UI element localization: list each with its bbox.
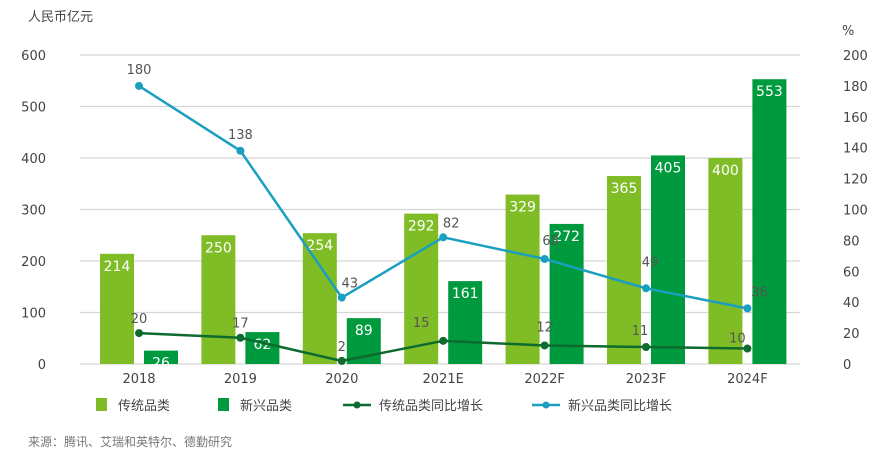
bar-traditional — [708, 158, 743, 364]
bar-emerging — [752, 79, 787, 364]
bar-emerging — [245, 332, 280, 364]
source-note: 来源：腾讯、艾瑞和英特尔、德勤研究 — [28, 434, 232, 449]
line-point — [642, 343, 650, 352]
bar-value-label: 292 — [408, 219, 435, 235]
line-value-label: 10 — [729, 332, 746, 347]
right-tick-label: 20 — [843, 327, 860, 342]
bar-traditional — [302, 233, 337, 364]
line-point — [337, 356, 346, 365]
line-point — [743, 304, 752, 313]
line-point — [439, 336, 448, 345]
line-value-label: 12 — [536, 320, 553, 335]
left-tick-label: 500 — [21, 101, 46, 116]
line-value-label: 17 — [232, 317, 249, 332]
bar-emerging — [448, 281, 483, 364]
bar-emerging — [549, 223, 584, 364]
line-value-label: 2 — [338, 340, 346, 355]
legend-label: 新兴品类 — [240, 398, 292, 414]
line-value-label: 138 — [228, 128, 253, 143]
x-tick-label: 2018 — [122, 372, 155, 387]
right-tick-label: 0 — [843, 358, 851, 373]
x-tick-label: 2022F — [524, 372, 565, 387]
right-tick-label: 200 — [843, 49, 868, 64]
bar-value-label: 214 — [104, 259, 131, 275]
bar-value-label: 89 — [355, 323, 373, 339]
line-point — [236, 333, 245, 342]
line-value-label: 11 — [632, 324, 649, 339]
line-point — [743, 344, 752, 353]
legend-label: 传统品类 — [118, 399, 170, 414]
bar-value-label: 329 — [509, 200, 536, 216]
right-tick-label: 140 — [843, 142, 868, 157]
line-value-label: 68 — [542, 234, 559, 249]
left-tick-label: 300 — [21, 204, 46, 219]
line-value-label: 49 — [642, 255, 659, 270]
right-tick-label: 160 — [843, 111, 868, 126]
line-point — [540, 254, 549, 263]
right-tick-label: 120 — [843, 173, 868, 188]
left-tick-label: 200 — [21, 255, 46, 270]
right-tick-label: 80 — [843, 234, 860, 249]
x-tick-label: 2020 — [325, 372, 358, 387]
left-axis-label: 人民币亿元 — [28, 10, 93, 25]
bar-traditional — [201, 235, 236, 364]
legend-swatch — [218, 398, 229, 411]
bar-value-label: 553 — [756, 84, 783, 100]
right-tick-label: 100 — [843, 204, 868, 219]
left-tick-label: 400 — [21, 152, 46, 167]
line-point — [439, 233, 448, 242]
right-tick-label: 40 — [843, 296, 860, 311]
bar-emerging — [651, 155, 685, 364]
line-value-label: 180 — [127, 63, 152, 78]
legend-label: 新兴品类同比增长 — [568, 398, 672, 414]
line-value-label: 82 — [443, 216, 460, 231]
legend-marker — [542, 401, 550, 409]
x-tick-label: 2023F — [626, 372, 667, 387]
left-tick-label: 0 — [38, 358, 46, 373]
line-value-label: 43 — [342, 277, 359, 292]
bar-emerging — [144, 350, 178, 364]
line-point — [540, 341, 549, 350]
line-point — [135, 81, 143, 90]
bar-value-label: 161 — [452, 286, 479, 302]
left-tick-label: 600 — [21, 49, 46, 64]
right-tick-label: 60 — [843, 265, 860, 280]
line-point — [236, 146, 245, 155]
x-tick-label: 2024F — [727, 372, 768, 387]
legend-label: 传统品类同比增长 — [379, 399, 483, 414]
line-value-label: 15 — [413, 316, 430, 331]
line-point — [642, 284, 650, 293]
bar-traditional — [404, 213, 439, 364]
line-value-label: 36 — [751, 285, 768, 300]
line-value-label: 20 — [131, 312, 148, 327]
legend-marker — [353, 401, 361, 409]
legend-swatch — [96, 398, 107, 411]
bar-value-label: 400 — [712, 163, 739, 179]
bar-traditional — [505, 194, 540, 364]
bar-value-label: 405 — [655, 160, 682, 176]
line-point — [337, 293, 346, 302]
bar-value-label: 254 — [306, 238, 333, 254]
x-tick-label: 2021E — [423, 372, 464, 387]
bar-value-label: 250 — [205, 240, 232, 256]
left-tick-label: 100 — [21, 307, 46, 322]
bar-value-label: 365 — [611, 181, 638, 197]
line-point — [135, 329, 143, 338]
x-tick-label: 2019 — [224, 372, 257, 387]
bar-traditional — [607, 176, 641, 364]
bar-value-label: 26 — [152, 356, 170, 372]
bar-traditional — [100, 253, 134, 364]
bar-value-label: 272 — [553, 229, 580, 245]
right-tick-label: 180 — [843, 80, 868, 95]
right-axis-label: % — [842, 24, 854, 39]
